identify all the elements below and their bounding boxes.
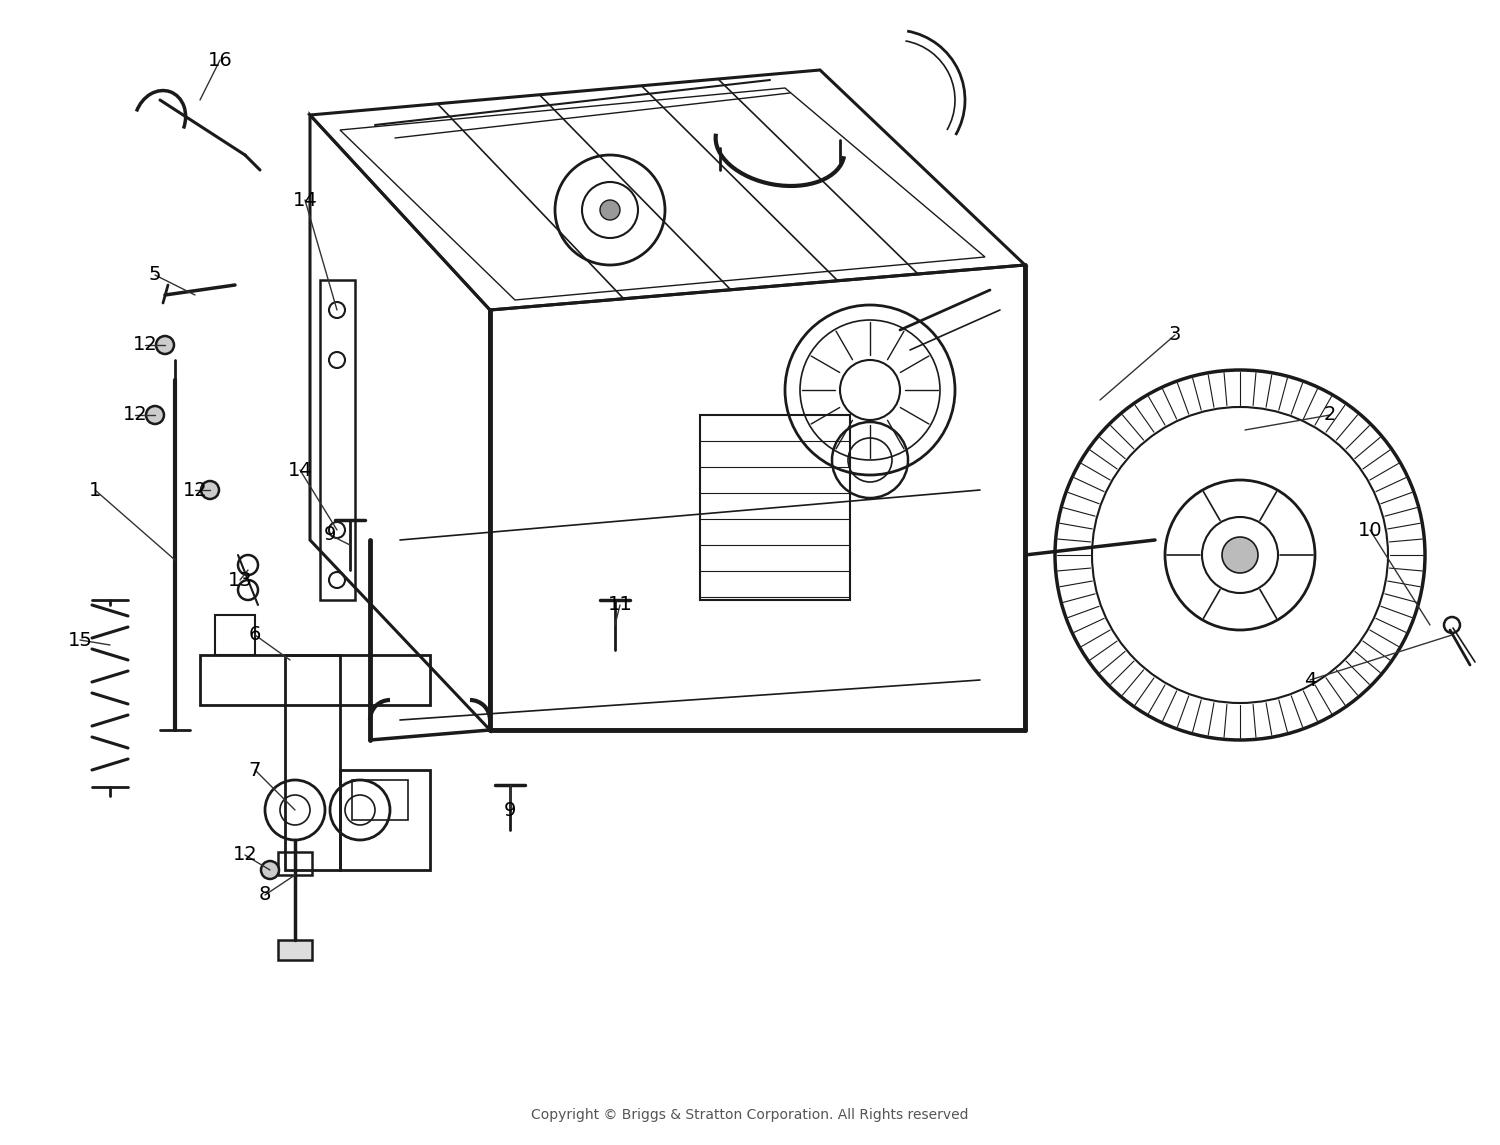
Text: 14: 14 (292, 190, 318, 210)
Circle shape (261, 861, 279, 879)
Text: 14: 14 (288, 460, 312, 480)
Text: 3: 3 (1168, 325, 1180, 345)
Text: 1: 1 (88, 481, 101, 499)
Text: 4: 4 (1304, 671, 1316, 689)
Text: 8: 8 (260, 885, 272, 905)
Text: Copyright © Briggs & Stratton Corporation. All Rights reserved: Copyright © Briggs & Stratton Corporatio… (531, 1108, 969, 1122)
Text: 7: 7 (249, 760, 261, 780)
Text: 6: 6 (249, 625, 261, 645)
Text: 12: 12 (232, 845, 258, 864)
Circle shape (600, 200, 619, 220)
Circle shape (1222, 537, 1258, 572)
Text: 5: 5 (148, 266, 162, 284)
Text: 9: 9 (324, 526, 336, 545)
Text: 12: 12 (183, 481, 207, 499)
Text: 10: 10 (1358, 521, 1383, 539)
Circle shape (156, 335, 174, 354)
Text: 2: 2 (1324, 405, 1336, 425)
Circle shape (146, 406, 164, 424)
Circle shape (201, 481, 219, 499)
Text: 15: 15 (68, 631, 93, 649)
Text: 12: 12 (123, 405, 147, 425)
Text: 11: 11 (608, 595, 633, 615)
Polygon shape (278, 940, 312, 960)
Text: 13: 13 (228, 570, 252, 590)
Text: 9: 9 (504, 800, 516, 820)
Text: 12: 12 (132, 335, 158, 355)
Text: 16: 16 (207, 50, 232, 70)
